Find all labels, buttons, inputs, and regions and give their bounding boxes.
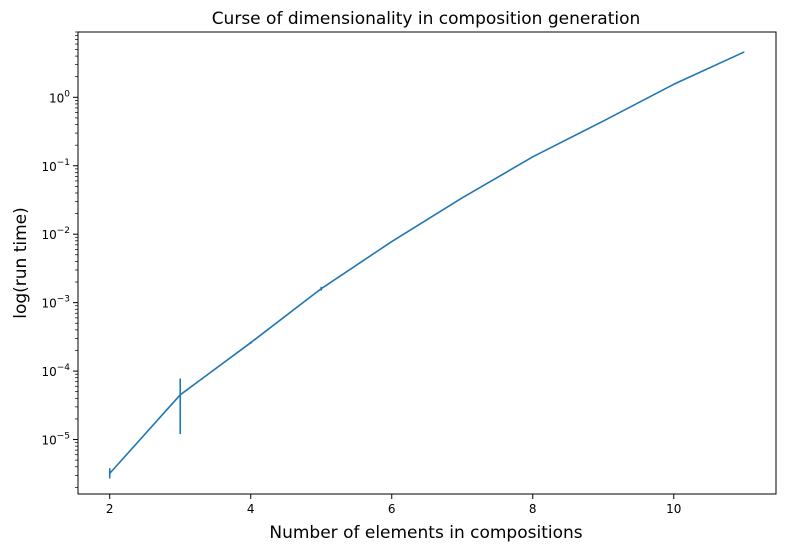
plot-frame [77,31,777,495]
x-tick-label: 4 [247,502,255,516]
x-axis-ticks: 2 4 6 8 10 [106,494,681,516]
y-tick-label: 10−5 [41,432,70,448]
series-line [109,51,745,474]
y-tick-base: 10 [41,434,56,448]
y-tick-label: 10−4 [41,363,70,379]
y-tick-label: 10−3 [41,295,70,311]
y-tick-base: 10 [41,297,56,311]
y-tick-label: 100 [49,89,70,105]
x-tick-label: 6 [388,502,396,516]
y-tick-exponent: −3 [57,295,70,305]
x-tick-label: 10 [666,502,681,516]
chart-title: Curse of dimensionality in composition g… [212,9,641,29]
y-tick-exponent: −2 [57,226,70,236]
y-tick-label: 10−2 [41,226,70,242]
series-layer [108,51,746,479]
y-axis-label: log(run time) [11,207,31,319]
y-tick-base: 10 [49,91,64,105]
y-tick-exponent: −5 [57,432,70,442]
y-tick-exponent: −4 [57,363,71,373]
y-tick-label: 10−1 [41,158,70,174]
y-tick-base: 10 [41,160,56,174]
y-tick-exponent: −1 [57,158,70,168]
x-tick-label: 2 [106,502,114,516]
x-tick-label: 8 [529,502,537,516]
y-tick-base: 10 [41,365,56,379]
y-tick-base: 10 [41,228,56,242]
x-axis-label: Number of elements in compositions [269,523,582,543]
y-tick-exponent: 0 [64,89,70,99]
